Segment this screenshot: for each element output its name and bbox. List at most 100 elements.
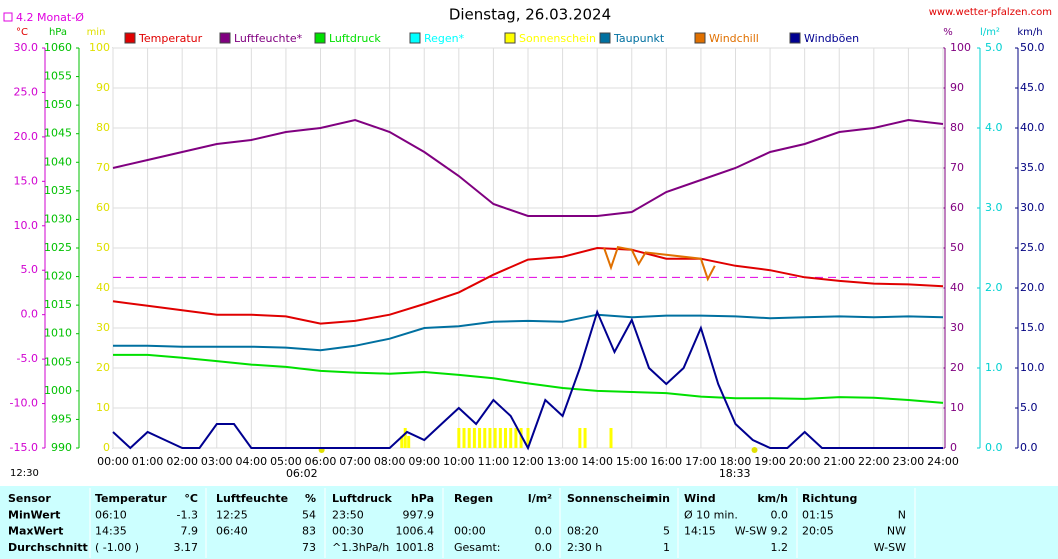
y-tick-label: 30 xyxy=(96,321,110,334)
x-tick-label: 09:00 xyxy=(408,455,440,468)
y-tick-label: -5.0 xyxy=(17,352,38,365)
bar xyxy=(407,436,411,448)
axis-unit: km/h xyxy=(1017,27,1042,38)
y-tick-label: 90 xyxy=(950,81,964,94)
y-tick-label: 0.0 xyxy=(1020,441,1038,454)
y-tick-label: 1.0 xyxy=(985,361,1003,374)
sun-label: 18:33 xyxy=(719,467,751,480)
y-tick-label: 35.0 xyxy=(1020,161,1045,174)
y-tick-label: 20.0 xyxy=(1020,281,1045,294)
chart-title: Dienstag, 26.03.2024 xyxy=(449,6,611,24)
axis-unit: °C xyxy=(16,27,28,38)
bar xyxy=(519,428,523,448)
legend-label: Temperatur xyxy=(138,32,203,45)
x-tick-label: 18:00 xyxy=(720,455,752,468)
x-tick-label: 16:00 xyxy=(650,455,682,468)
x-tick-label: 10:00 xyxy=(443,455,475,468)
legend-label: Windchill xyxy=(709,32,759,45)
y-tick-label: 15.0 xyxy=(1020,321,1045,334)
table-header: % xyxy=(305,492,316,505)
axis-unit: l/m² xyxy=(980,27,1000,38)
table-header: Luftdruck xyxy=(332,492,393,505)
x-tick-label: 17:00 xyxy=(685,455,717,468)
table-cell: ( -1.00 ) xyxy=(95,541,139,554)
table-cell: 3.17 xyxy=(174,541,199,554)
y-tick-label: 0.0 xyxy=(985,441,1003,454)
x-tick-label: 06:00 xyxy=(305,455,337,468)
y-tick-label: 15.0 xyxy=(14,174,39,187)
y-tick-label: 40.0 xyxy=(1020,121,1045,134)
table-header: °C xyxy=(184,492,198,505)
table-cell: 0.0 xyxy=(771,508,789,521)
bar xyxy=(504,428,508,448)
x-tick-label: 11:00 xyxy=(478,455,510,468)
y-tick-label: 1005 xyxy=(44,355,72,368)
table-header: km/h xyxy=(757,492,788,505)
series-line xyxy=(113,313,944,352)
x-tick-label: 14:00 xyxy=(581,455,613,468)
x-tick-label: 20:00 xyxy=(789,455,821,468)
table-cell: 997.9 xyxy=(403,508,435,521)
y-tick-label: 990 xyxy=(51,441,72,454)
y-tick-label: 5.0 xyxy=(985,41,1003,54)
table-header: l/m² xyxy=(528,492,552,505)
avg-label: 4.2 Monat-Ø xyxy=(16,11,84,24)
y-tick-label: -15.0 xyxy=(10,441,38,454)
table-cell: 23:50 xyxy=(332,508,364,521)
series-line xyxy=(112,246,944,325)
x-tick-label: 13:00 xyxy=(547,455,579,468)
y-tick-label: 45.0 xyxy=(1020,81,1045,94)
x-tick-label: 01:00 xyxy=(132,455,164,468)
sun-marker xyxy=(751,447,758,453)
axis-unit: % xyxy=(943,27,953,38)
y-tick-label: 1010 xyxy=(44,327,72,340)
y-tick-label: 10.0 xyxy=(14,219,39,232)
y-tick-label: 40 xyxy=(96,281,110,294)
table-header: Luftfeuchte xyxy=(216,492,288,505)
table-cell: NW xyxy=(887,525,906,538)
bar xyxy=(493,428,497,448)
table-header: min xyxy=(647,492,670,505)
table-cell: 1.2 xyxy=(771,541,789,554)
y-tick-label: 1025 xyxy=(44,241,72,254)
y-tick-label: 90 xyxy=(96,81,110,94)
table-header: hPa xyxy=(411,492,434,505)
y-tick-label: 30.0 xyxy=(14,41,39,54)
table-cell: 5 xyxy=(663,525,670,538)
table-cell: Ø 10 min. xyxy=(684,508,738,521)
table-cell: ^1.3hPa/h xyxy=(332,541,389,554)
y-tick-label: 40 xyxy=(950,281,964,294)
y-tick-label: 60 xyxy=(950,201,964,214)
y-tick-label: 2.0 xyxy=(985,281,1003,294)
x-tick-label: 21:00 xyxy=(823,455,855,468)
x-tick-label: 15:00 xyxy=(616,455,648,468)
table-cell: N xyxy=(898,508,906,521)
y-tick-label: 80 xyxy=(96,121,110,134)
table-cell: 73 xyxy=(302,541,316,554)
bar xyxy=(483,428,487,448)
series-line xyxy=(113,353,944,404)
table-cell: 83 xyxy=(302,525,316,538)
y-tick-label: 10 xyxy=(96,401,110,414)
legend-key xyxy=(504,32,516,44)
bar xyxy=(472,428,476,448)
y-tick-label: 5.0 xyxy=(21,263,39,276)
y-tick-label: 1000 xyxy=(44,384,72,397)
table-cell: 7.9 xyxy=(181,525,199,538)
y-tick-label: -10.0 xyxy=(10,397,38,410)
y-tick-label: 10.0 xyxy=(1020,361,1045,374)
x-tick-label: 22:00 xyxy=(858,455,890,468)
y-tick-label: 1050 xyxy=(44,98,72,111)
x-tick-label: 19:00 xyxy=(754,455,786,468)
updated: 12:30 xyxy=(10,468,39,479)
y-tick-label: 30 xyxy=(950,321,964,334)
table-cell: 20:05 xyxy=(802,525,834,538)
y-tick-label: 70 xyxy=(950,161,964,174)
y-tick-label: 60 xyxy=(96,201,110,214)
table-cell: 0.0 xyxy=(535,541,553,554)
table-cell: 01:15 xyxy=(802,508,834,521)
y-tick-label: 1060 xyxy=(44,41,72,54)
y-tick-label: 30.0 xyxy=(1020,201,1045,214)
legend-label: Regen* xyxy=(424,32,465,45)
